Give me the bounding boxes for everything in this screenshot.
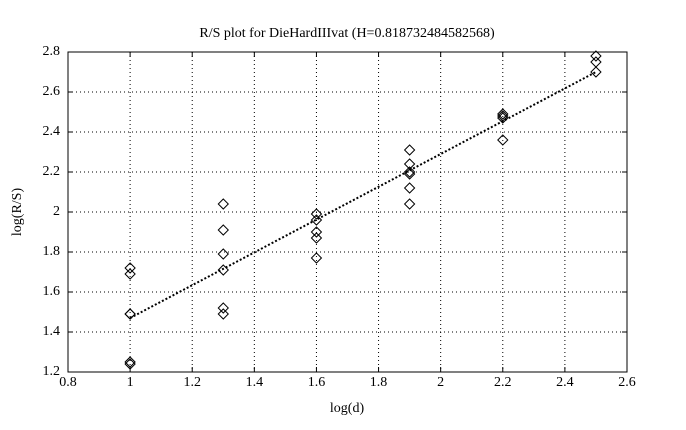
data-point (590, 50, 602, 62)
data-point (310, 226, 323, 238)
data-point (403, 182, 416, 194)
data-point (403, 198, 416, 210)
data-point (497, 112, 509, 124)
x-tick-label: 1 (127, 375, 134, 390)
x-tick-label: 1.8 (370, 375, 388, 390)
x-tick-label: 1.2 (183, 375, 201, 390)
data-point (217, 224, 229, 236)
x-tick-label: 1.6 (308, 375, 326, 390)
y-tick-label: 2.4 (43, 124, 61, 139)
y-tick-label: 1.6 (43, 284, 61, 299)
data-point (497, 134, 509, 146)
x-tick-label: 2 (437, 375, 444, 390)
data-point (310, 252, 323, 264)
x-tick-label: 2.2 (494, 375, 512, 390)
y-axis-label: log(R/S) (10, 188, 25, 237)
data-point (217, 308, 229, 320)
data-point (217, 198, 229, 210)
x-tick-label: 2.6 (618, 375, 636, 390)
data-point (310, 214, 323, 226)
chart-title: R/S plot for DieHardIIIvat (H=0.81873248… (199, 26, 495, 41)
data-point (217, 302, 229, 314)
plot-frame (67, 51, 628, 373)
data-point (497, 108, 509, 120)
y-tick-label: 1.2 (43, 364, 61, 379)
y-tick-label: 2.6 (43, 84, 61, 99)
x-tick-label: 0.8 (59, 375, 77, 390)
y-tick-label: 2 (53, 204, 60, 219)
y-tick-label: 1.8 (43, 244, 61, 259)
data-point (310, 208, 323, 220)
data-point (124, 308, 136, 320)
data-point (217, 248, 229, 260)
y-tick-label: 2.2 (43, 164, 61, 179)
data-point (124, 268, 136, 280)
data-point (590, 66, 602, 78)
data-point (124, 356, 136, 368)
data-point (310, 232, 323, 244)
data-point (403, 144, 416, 156)
x-tick-label: 2.4 (556, 375, 574, 390)
data-point (124, 358, 136, 370)
x-tick-label: 1.4 (246, 375, 264, 390)
x-axis-label: log(d) (330, 401, 365, 416)
data-point (217, 264, 229, 276)
data-point (403, 166, 416, 178)
data-point (124, 262, 136, 274)
y-tick-label: 2.8 (43, 44, 61, 59)
y-tick-label: 1.4 (43, 324, 61, 339)
